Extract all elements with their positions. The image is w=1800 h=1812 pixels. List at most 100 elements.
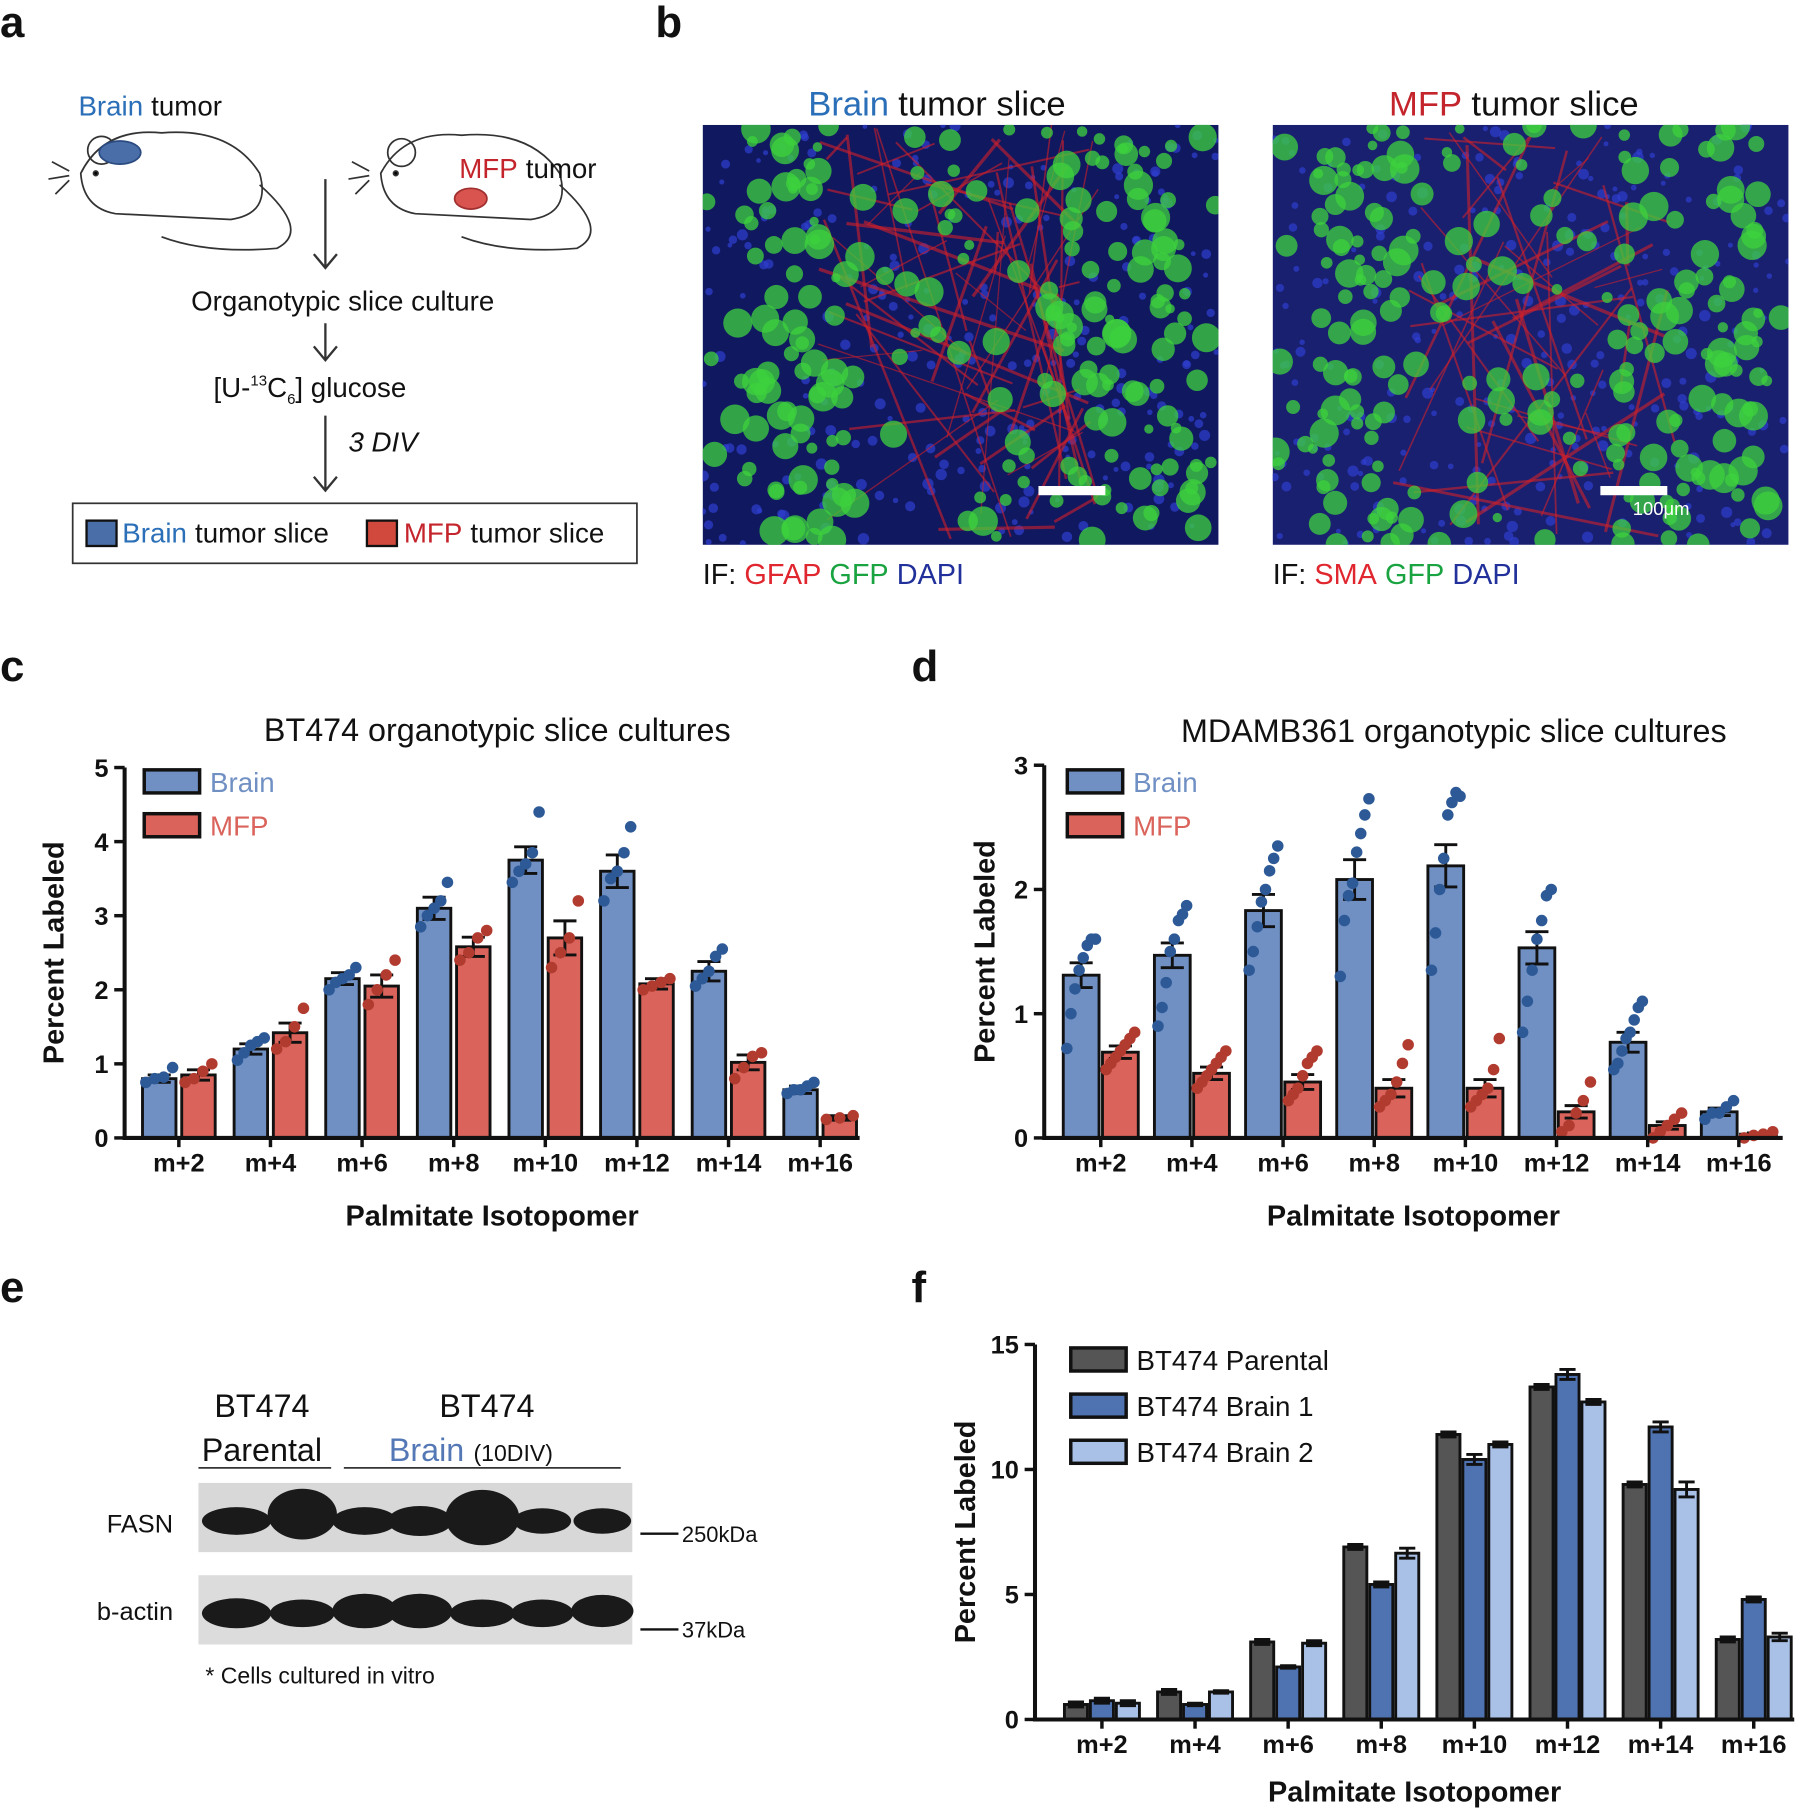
- gfp-cell: [1132, 505, 1158, 531]
- bar: [363, 984, 400, 1140]
- nucleus: [1590, 359, 1599, 368]
- gfp-cell: [990, 530, 1002, 542]
- gfp-cell: [1150, 463, 1163, 476]
- nucleus: [1733, 518, 1742, 526]
- data-point: [1521, 995, 1534, 1008]
- nucleus: [907, 350, 918, 362]
- error-bar: [1533, 1383, 1550, 1391]
- data-point: [166, 1061, 179, 1074]
- gfp-cell: [1376, 497, 1399, 521]
- nucleus: [1685, 196, 1692, 203]
- gfp-cell: [1184, 514, 1212, 542]
- x-tick-label: m+12: [1535, 1731, 1601, 1759]
- gfp-cell: [1712, 428, 1737, 453]
- gfp-cell: [1309, 418, 1339, 448]
- nucleus: [1138, 292, 1147, 300]
- gfp-cell: [1753, 491, 1783, 521]
- error-bar: [1119, 1699, 1136, 1708]
- data-point: [598, 895, 610, 907]
- nucleus: [1003, 177, 1014, 189]
- gfp-cell: [1186, 369, 1208, 392]
- y-tick-label: 5: [1005, 1582, 1019, 1610]
- gfp-cell: [1688, 384, 1717, 413]
- nucleus: [1191, 152, 1198, 159]
- gfp-cell: [831, 273, 841, 283]
- gfp-cell: [1065, 187, 1092, 214]
- micrograph: [702, 124, 1219, 545]
- data-point: [563, 932, 576, 944]
- data-point: [1402, 1038, 1414, 1051]
- gfp-cell: [1473, 210, 1500, 238]
- gfp-cell: [1706, 337, 1737, 368]
- data-point: [554, 946, 567, 959]
- gfp-cell: [1512, 272, 1534, 295]
- gfp-cell: [841, 365, 865, 389]
- nucleus: [802, 393, 809, 399]
- gfp-cell: [1086, 372, 1111, 398]
- bar: [1368, 1583, 1395, 1721]
- gfp-cell: [1081, 260, 1100, 279]
- gfp-cell: [746, 178, 772, 204]
- data-point: [1160, 976, 1172, 989]
- nucleus: [762, 150, 769, 156]
- data-point: [1363, 793, 1375, 805]
- gfp-cell: [1323, 490, 1348, 515]
- red-fiber: [855, 313, 995, 493]
- label-part: tumor slice: [1471, 86, 1638, 124]
- gfp-cell: [1427, 531, 1451, 545]
- nucleus: [1112, 163, 1124, 175]
- nucleus: [702, 470, 709, 482]
- nucleus: [1484, 537, 1491, 545]
- y-tick-label: 3: [94, 903, 108, 931]
- x-tick-label: m+10: [1433, 1149, 1499, 1177]
- nucleus: [1733, 165, 1744, 175]
- nucleus: [1662, 248, 1670, 257]
- gfp-cell: [1138, 145, 1151, 158]
- image-caption: IF: GFAP GFP DAPI: [703, 559, 964, 591]
- data-point: [1176, 908, 1189, 921]
- gfp-cell: [937, 219, 953, 236]
- gfp-cell: [1515, 159, 1528, 171]
- nucleus: [1211, 152, 1219, 161]
- gfp-cell: [1614, 243, 1635, 265]
- gfp-cell: [702, 193, 716, 211]
- red-fiber: [1053, 495, 1098, 523]
- bar: [1275, 1665, 1302, 1721]
- gfp-cell: [1127, 256, 1154, 283]
- gfp-cell: [1435, 305, 1453, 322]
- gfp-cell: [781, 227, 809, 254]
- gfp-cell: [1716, 175, 1745, 204]
- nucleus: [862, 124, 868, 129]
- nucleus: [1201, 249, 1212, 259]
- nucleus: [799, 130, 808, 139]
- nucleus: [1513, 507, 1522, 516]
- gfp-cell: [1351, 417, 1364, 430]
- data-point: [664, 972, 676, 985]
- nucleus: [721, 159, 731, 169]
- mouse-label: MFP tumor: [459, 153, 596, 184]
- data-point: [1164, 945, 1177, 958]
- gfp-cell: [786, 168, 807, 189]
- gfp-cell: [1093, 133, 1106, 145]
- nucleus: [1447, 463, 1454, 470]
- gfp-cell: [1618, 129, 1631, 141]
- gfp-cell: [1308, 512, 1331, 535]
- data-point: [238, 1046, 250, 1059]
- nucleus: [1505, 239, 1517, 251]
- legend-swatch: [1069, 1438, 1128, 1466]
- error-bar: [1254, 1638, 1271, 1646]
- bar: [1208, 1690, 1234, 1721]
- gfp-cell: [999, 494, 1012, 506]
- x-tick-label: m+6: [1257, 1149, 1309, 1177]
- gfp-cell: [772, 433, 799, 460]
- nucleus: [744, 241, 752, 250]
- data-point: [834, 1112, 846, 1124]
- data-point: [140, 1076, 152, 1089]
- gfp-cell: [1108, 241, 1128, 262]
- nucleus: [857, 532, 870, 545]
- x-axis-label: Palmitate Isotopomer: [1268, 1776, 1561, 1808]
- gfp-cell: [965, 180, 988, 202]
- gfp-cell: [1454, 124, 1465, 134]
- nucleus: [980, 290, 990, 299]
- data-point: [604, 872, 617, 885]
